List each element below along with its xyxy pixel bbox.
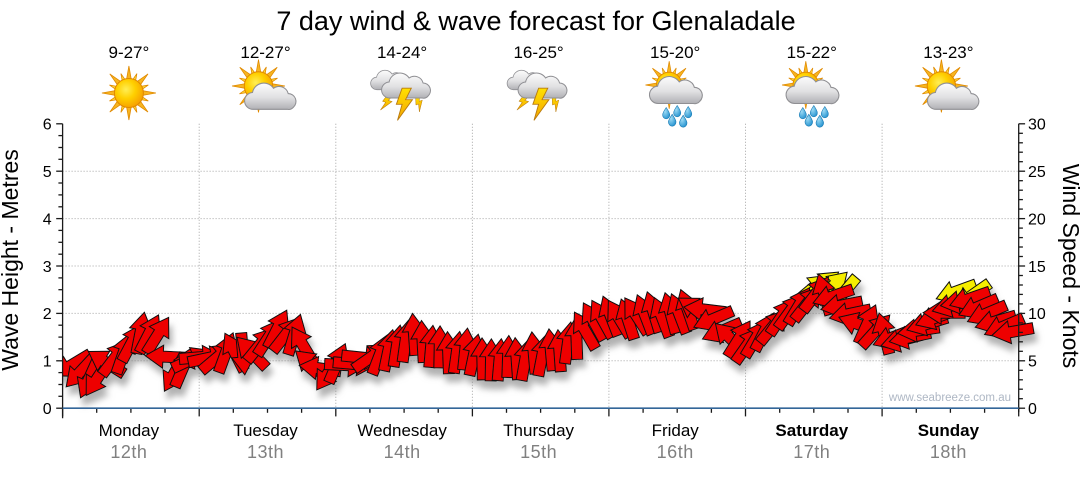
svg-text:Friday: Friday: [652, 421, 700, 440]
svg-text:20: 20: [1028, 211, 1046, 228]
svg-text:Wind Speed - Knots: Wind Speed - Knots: [1058, 164, 1080, 369]
svg-text:0: 0: [43, 401, 52, 418]
svg-text:15-20°: 15-20°: [650, 43, 700, 62]
svg-text:15: 15: [1028, 259, 1046, 276]
svg-text:15th: 15th: [520, 442, 557, 462]
svg-text:13th: 13th: [247, 442, 284, 462]
svg-text:12th: 12th: [110, 442, 147, 462]
svg-text:5: 5: [43, 164, 52, 181]
svg-text:2: 2: [43, 306, 52, 323]
svg-text:Wave Height - Metres: Wave Height - Metres: [0, 149, 23, 371]
svg-text:9-27°: 9-27°: [108, 43, 149, 62]
svg-text:14th: 14th: [384, 442, 421, 462]
svg-text:5: 5: [1028, 354, 1037, 371]
svg-text:17th: 17th: [793, 442, 830, 462]
svg-text:12-27°: 12-27°: [240, 43, 290, 62]
svg-text:13-23°: 13-23°: [923, 43, 973, 62]
svg-text:16th: 16th: [657, 442, 694, 462]
svg-text:4: 4: [43, 211, 52, 228]
svg-text:30: 30: [1028, 117, 1046, 134]
svg-text:Wednesday: Wednesday: [357, 421, 447, 440]
svg-text:Saturday: Saturday: [775, 421, 848, 440]
svg-text:7 day wind & wave forecast for: 7 day wind & wave forecast for Glenalada…: [276, 6, 795, 36]
svg-text:3: 3: [43, 259, 52, 276]
svg-text:18th: 18th: [930, 442, 967, 462]
svg-text:25: 25: [1028, 164, 1046, 181]
svg-text:14-24°: 14-24°: [377, 43, 427, 62]
svg-text:www.seabreeze.com.au: www.seabreeze.com.au: [888, 392, 1011, 404]
svg-text:15-22°: 15-22°: [787, 43, 837, 62]
svg-text:16-25°: 16-25°: [513, 43, 563, 62]
svg-text:Thursday: Thursday: [503, 421, 574, 440]
svg-text:6: 6: [43, 117, 52, 134]
svg-text:Tuesday: Tuesday: [233, 421, 298, 440]
svg-text:10: 10: [1028, 306, 1046, 323]
svg-text:Monday: Monday: [99, 421, 160, 440]
svg-text:1: 1: [43, 354, 52, 371]
svg-text:0: 0: [1028, 401, 1037, 418]
svg-text:Sunday: Sunday: [918, 421, 980, 440]
